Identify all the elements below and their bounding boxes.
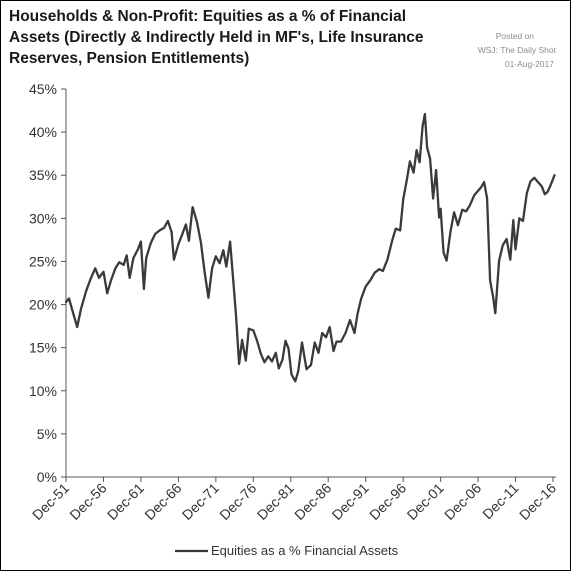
chart-axes	[65, 89, 556, 478]
y-tick-label: 30%	[29, 210, 57, 226]
chart-title-line: Households & Non-Profit: Equities as a %…	[9, 8, 407, 25]
x-tick-label: Dec-06	[441, 480, 484, 523]
x-tick-label: Dec-16	[516, 480, 559, 523]
posted-date: 01-Aug-2017	[504, 59, 554, 69]
x-tick-label: Dec-01	[404, 480, 447, 523]
x-tick-label: Dec-71	[179, 480, 222, 523]
y-tick-label: 5%	[37, 426, 57, 442]
y-tick-label: 10%	[29, 383, 57, 399]
x-tick-label: Dec-86	[291, 480, 334, 523]
x-tick-label: Dec-66	[141, 480, 184, 523]
x-tick-label: Dec-61	[104, 480, 147, 523]
posted-source: WSJ: The Daily Shot	[477, 45, 556, 55]
series-line-equities-pct	[64, 112, 556, 383]
posted-label: Posted on	[495, 31, 534, 41]
chart-title: Households & Non-Profit: Equities as a %…	[9, 6, 479, 69]
legend-label: Equities as a % Financial Assets	[211, 543, 399, 558]
x-tick-label: Dec-96	[366, 480, 409, 523]
y-tick-label: 25%	[29, 253, 57, 269]
plot-area	[64, 112, 556, 383]
x-tick-label: Dec-76	[216, 480, 259, 523]
x-tick-label: Dec-11	[479, 480, 522, 523]
chart-title-line: Assets (Directly & Indirectly Held in MF…	[9, 29, 424, 46]
y-tick-label: 0%	[37, 469, 57, 485]
y-tick-label: 35%	[29, 167, 57, 183]
x-tick-label: Dec-91	[329, 480, 372, 523]
y-tick-label: 15%	[29, 340, 57, 356]
y-tick-label: 45%	[29, 81, 57, 97]
x-axis-ticks: Dec-51Dec-56Dec-61Dec-66Dec-71Dec-76Dec-…	[29, 477, 559, 523]
chart-legend: Equities as a % Financial Assets	[175, 543, 399, 558]
chart-title-line: Reserves, Pension Entitlements)	[9, 50, 250, 67]
y-tick-label: 40%	[29, 124, 57, 140]
x-tick-label: Dec-81	[254, 480, 297, 523]
y-axis-ticks: 0% 5% 10% 15% 20% 25% 30% 35% 40% 45%	[29, 81, 66, 485]
x-tick-label: Dec-56	[66, 480, 109, 523]
y-tick-label: 20%	[29, 297, 57, 313]
posted-watermark: Posted on WSJ: The Daily Shot 01-Aug-201…	[478, 29, 556, 71]
x-tick-label: Dec-51	[29, 480, 72, 523]
